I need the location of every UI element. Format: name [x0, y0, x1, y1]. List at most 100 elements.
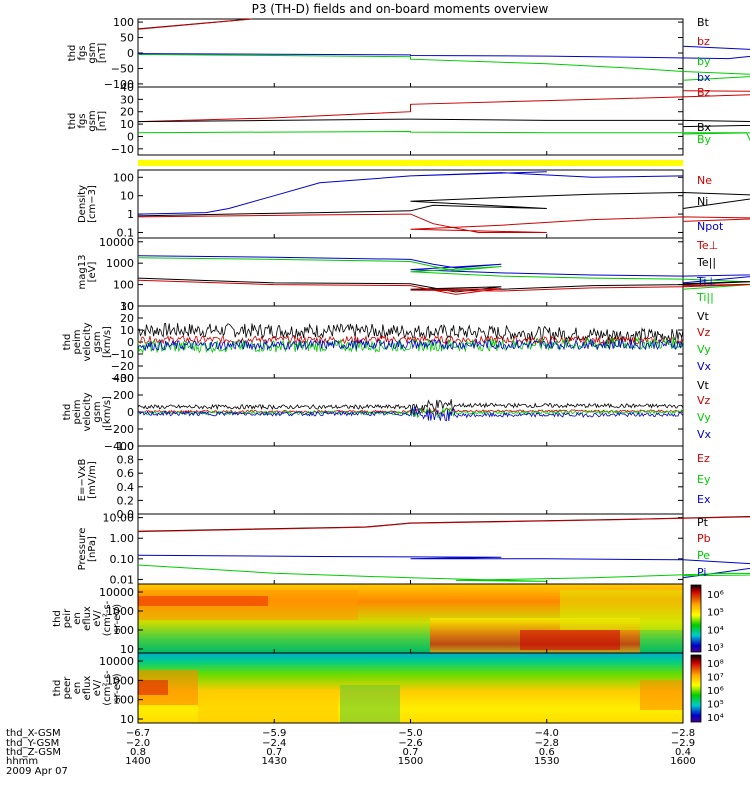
y-axis-label: thd: [62, 404, 73, 421]
y-tick-label: 0.01: [110, 573, 135, 586]
y-tick-label: 10000: [99, 655, 134, 668]
y-axis-label: velocity: [82, 322, 93, 361]
legend-label: Ne: [697, 174, 712, 187]
y-axis-label: E=−VxB: [77, 459, 88, 502]
series-Npot-line: [137, 171, 684, 215]
y-axis-label: fgs: [77, 113, 88, 128]
y-tick-label: 40: [120, 81, 134, 94]
legend-label: Ex: [697, 493, 711, 506]
colorbar-tick-label: 10⁴: [707, 625, 724, 636]
colorbar-tick-label: 10⁴: [707, 713, 724, 724]
y-axis-label: mag13: [77, 255, 88, 290]
panel-frame: [137, 18, 684, 88]
legend-label: Ni: [697, 195, 708, 208]
panel-velocity: thd peim velocity gsm [km/s]400 200 0 −200 −400 V…: [62, 372, 712, 453]
y-tick-label: 0: [127, 406, 134, 419]
colorbar-tick-label: 10⁶: [707, 590, 724, 601]
panel-velocity_zoom: thd peim velocity gsm [km/s]3020100−10−20−30…: [62, 300, 712, 385]
panel-frame: [137, 445, 684, 515]
y-tick-label: 10: [120, 713, 134, 726]
y-axis-label: Pressure: [77, 528, 88, 571]
y-axis-label: thd: [62, 334, 73, 351]
panel-electron_spectrogram: thd peer en eflux eV/(cm²-s-sr-eV) 10000 1000 1…: [52, 652, 724, 726]
x-tick-label: 1400: [125, 756, 150, 767]
y-tick-label: 50: [120, 32, 134, 45]
colorbar-tick-label: 10⁵: [707, 700, 724, 711]
panel-pressure: Pressure [nPa] 10.00 1.00 0.10 0.01 Pt Pb Pe Pi: [77, 512, 750, 586]
y-tick-label: 0.2: [117, 494, 135, 507]
ion-colorbar: [690, 584, 702, 653]
panel-ion_spectrogram: thd peir en eflux eV/(cm²-s-sr-eV) 10000 1000 1…: [52, 583, 724, 656]
y-tick-label: 1: [127, 208, 134, 221]
status-bar: [138, 160, 683, 166]
y-axis-label: fgs: [77, 45, 88, 60]
x-tick-label: 0.7: [266, 747, 282, 758]
series-By-line: [137, 130, 750, 142]
series-Ti-line: [137, 255, 750, 284]
x-axis-row-label: thd_Z-GSM: [6, 747, 61, 758]
panel-efield: E=−VxB [mV/m] 1.00.80.60.40.20.0 Ez Ey Ex: [77, 440, 711, 521]
legend-label: Vx: [697, 428, 712, 441]
x-tick-label: −2.8: [671, 728, 695, 739]
colorbar-tick-label: 10⁸: [707, 659, 724, 670]
electron-colorbar: [690, 654, 702, 723]
y-axis-label: gsm: [92, 401, 103, 422]
y-tick-label: 0.8: [117, 454, 135, 467]
x-tick-label: 0.7: [403, 747, 419, 758]
x-tick-label: 0.6: [539, 747, 555, 758]
y-tick-label: 100: [113, 694, 134, 707]
y-axis-label: eV/: [92, 679, 103, 696]
x-axis-row-label: hhmm: [6, 756, 38, 767]
x-axis-row-label: 2009 Apr 07: [6, 766, 68, 777]
y-tick-label: 10: [120, 324, 134, 337]
y-tick-label: 30: [120, 93, 134, 106]
x-tick-label: −2.8: [535, 738, 559, 749]
y-axis-label: peer: [62, 676, 73, 700]
legend-label: Bz: [697, 86, 711, 99]
panel-temperature: mag13 [eV] 10000 1000 100 10 Te⊥ Te|| Ti⊥ Ti||: [77, 236, 750, 313]
y-tick-label: 10000: [99, 236, 134, 249]
y-axis-label: gsm: [87, 110, 98, 131]
y-tick-label: 10.00: [103, 512, 135, 525]
y-tick-label: 0: [127, 336, 134, 349]
legend-label: Te||: [696, 256, 716, 269]
y-tick-label: 400: [113, 372, 134, 385]
series-Vz-line: [137, 334, 684, 346]
series-Pb-line: [137, 516, 750, 533]
y-axis-label: [mV/m]: [87, 461, 98, 499]
x-tick-label: −2.4: [262, 738, 286, 749]
y-axis-label: en: [72, 682, 83, 695]
y-tick-label: 10: [120, 300, 134, 313]
legend-label: Te⊥: [696, 239, 718, 252]
y-tick-label: −10: [111, 143, 134, 156]
y-axis-label: [nPa]: [87, 536, 98, 562]
y-axis-label: eV/: [92, 610, 103, 627]
y-tick-label: 0.1: [117, 226, 135, 239]
y-axis-label: [km/s]: [102, 396, 113, 428]
panel-fgs_total: thd fgs gsm [nT] 100 50 0 −50 −100 Bt bz by bx: [67, 16, 750, 91]
series-Vy-line: [137, 407, 684, 419]
y-tick-label: 1000: [106, 674, 134, 687]
y-tick-label: 20: [120, 312, 134, 325]
series-Pe-line: [137, 564, 750, 582]
series-Bz-line: [137, 90, 750, 123]
y-tick-label: 10: [120, 190, 134, 203]
y-axis-label: peim: [72, 399, 83, 424]
x-tick-label: −5.0: [398, 728, 422, 739]
series-bz-line: [137, 18, 252, 30]
y-tick-label: 1000: [106, 605, 134, 618]
x-tick-label: 1530: [534, 756, 559, 767]
series-Ni-line: [137, 191, 750, 217]
colorbar-tick-label: 10⁷: [707, 673, 724, 684]
y-tick-label: 1.00: [110, 532, 135, 545]
y-axis-label: [nT]: [97, 111, 108, 131]
y-axis-label: [cm−3]: [87, 185, 98, 223]
y-tick-label: 0.6: [117, 467, 135, 480]
y-tick-label: 10: [120, 118, 134, 131]
legend-label: Vx: [697, 360, 712, 373]
legend-label: Vy: [697, 343, 711, 356]
x-axis-row-label: thd_X-GSM: [6, 728, 61, 739]
y-tick-label: 0: [127, 47, 134, 60]
